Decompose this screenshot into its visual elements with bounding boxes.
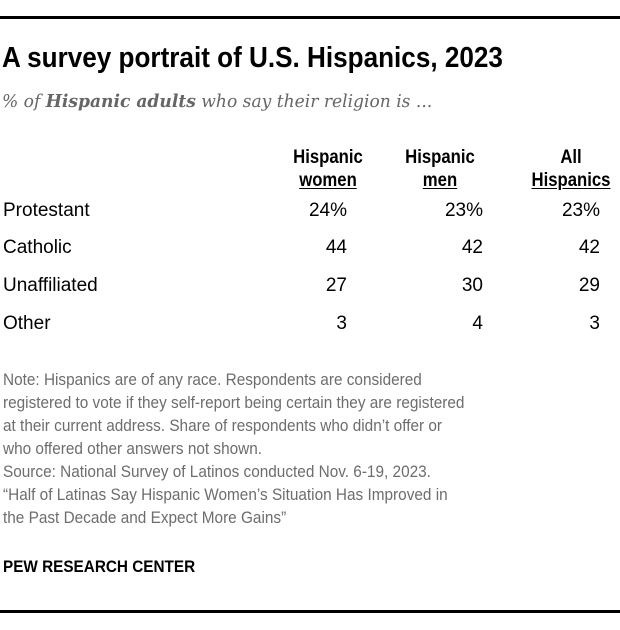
table-row: Unaffiliated 27 30 29 — [0, 275, 620, 305]
row-label: Other — [3, 313, 51, 334]
table-cell: 44 — [325, 237, 347, 258]
chart-title: A survey portrait of U.S. Hispanics, 202… — [2, 42, 503, 74]
row-label: Unaffiliated — [3, 275, 98, 296]
table-row: Protestant 24% 23% 23% — [0, 200, 620, 230]
column-header-women: Hispanic women — [277, 146, 379, 192]
note-line: who offered other answers not shown. — [3, 440, 263, 458]
table-cell: 30 — [461, 275, 483, 296]
source-line: the Past Decade and Expect More Gains” — [3, 509, 287, 527]
table-cell: 23% — [444, 200, 483, 221]
header-line: Hispanic — [405, 147, 475, 168]
header-line: men — [422, 170, 458, 191]
table-cell: 42 — [578, 237, 600, 258]
pew-logo-text: PEW RESEARCH CENTER — [3, 557, 196, 576]
header-line: Hispanic — [293, 147, 363, 168]
table-cell: 4 — [472, 313, 483, 334]
header-line: women — [299, 170, 357, 191]
table-cell: 29 — [578, 275, 600, 296]
column-header-men: Hispanic men — [389, 146, 491, 192]
note-line: Note: Hispanics are of any race. Respond… — [3, 371, 422, 389]
row-label: Catholic — [3, 237, 72, 258]
source-line: Source: National Survey of Latinos condu… — [3, 463, 431, 481]
notes: Note: Hispanics are of any race. Respond… — [3, 369, 618, 530]
table-cell: 24% — [308, 200, 347, 221]
table-cell: 23% — [561, 200, 600, 221]
table-cell: 27 — [325, 275, 347, 296]
column-header-all: All Hispanics — [517, 146, 620, 192]
header-line: All — [560, 147, 582, 168]
subtitle-prefix: % of — [2, 91, 46, 112]
chart-subtitle: % of Hispanic adults who say their relig… — [2, 91, 432, 112]
source-line: “Half of Latinas Say Hispanic Women’s Si… — [3, 486, 448, 504]
subtitle-suffix: who say their religion is ... — [195, 91, 433, 112]
bottom-rule — [0, 610, 620, 613]
row-label: Protestant — [3, 200, 90, 221]
table-row: Other 3 4 3 — [0, 313, 620, 343]
table-cell: 42 — [461, 237, 483, 258]
table-cell: 3 — [336, 313, 347, 334]
note-line: registered to vote if they self-report b… — [3, 394, 465, 412]
top-rule — [0, 16, 620, 19]
note-line: at their current address. Share of respo… — [3, 417, 443, 435]
header-line: Hispanics — [531, 170, 611, 191]
table-row: Catholic 44 42 42 — [0, 237, 620, 267]
table-cell: 3 — [589, 313, 600, 334]
subtitle-bold: Hispanic adults — [45, 91, 196, 112]
